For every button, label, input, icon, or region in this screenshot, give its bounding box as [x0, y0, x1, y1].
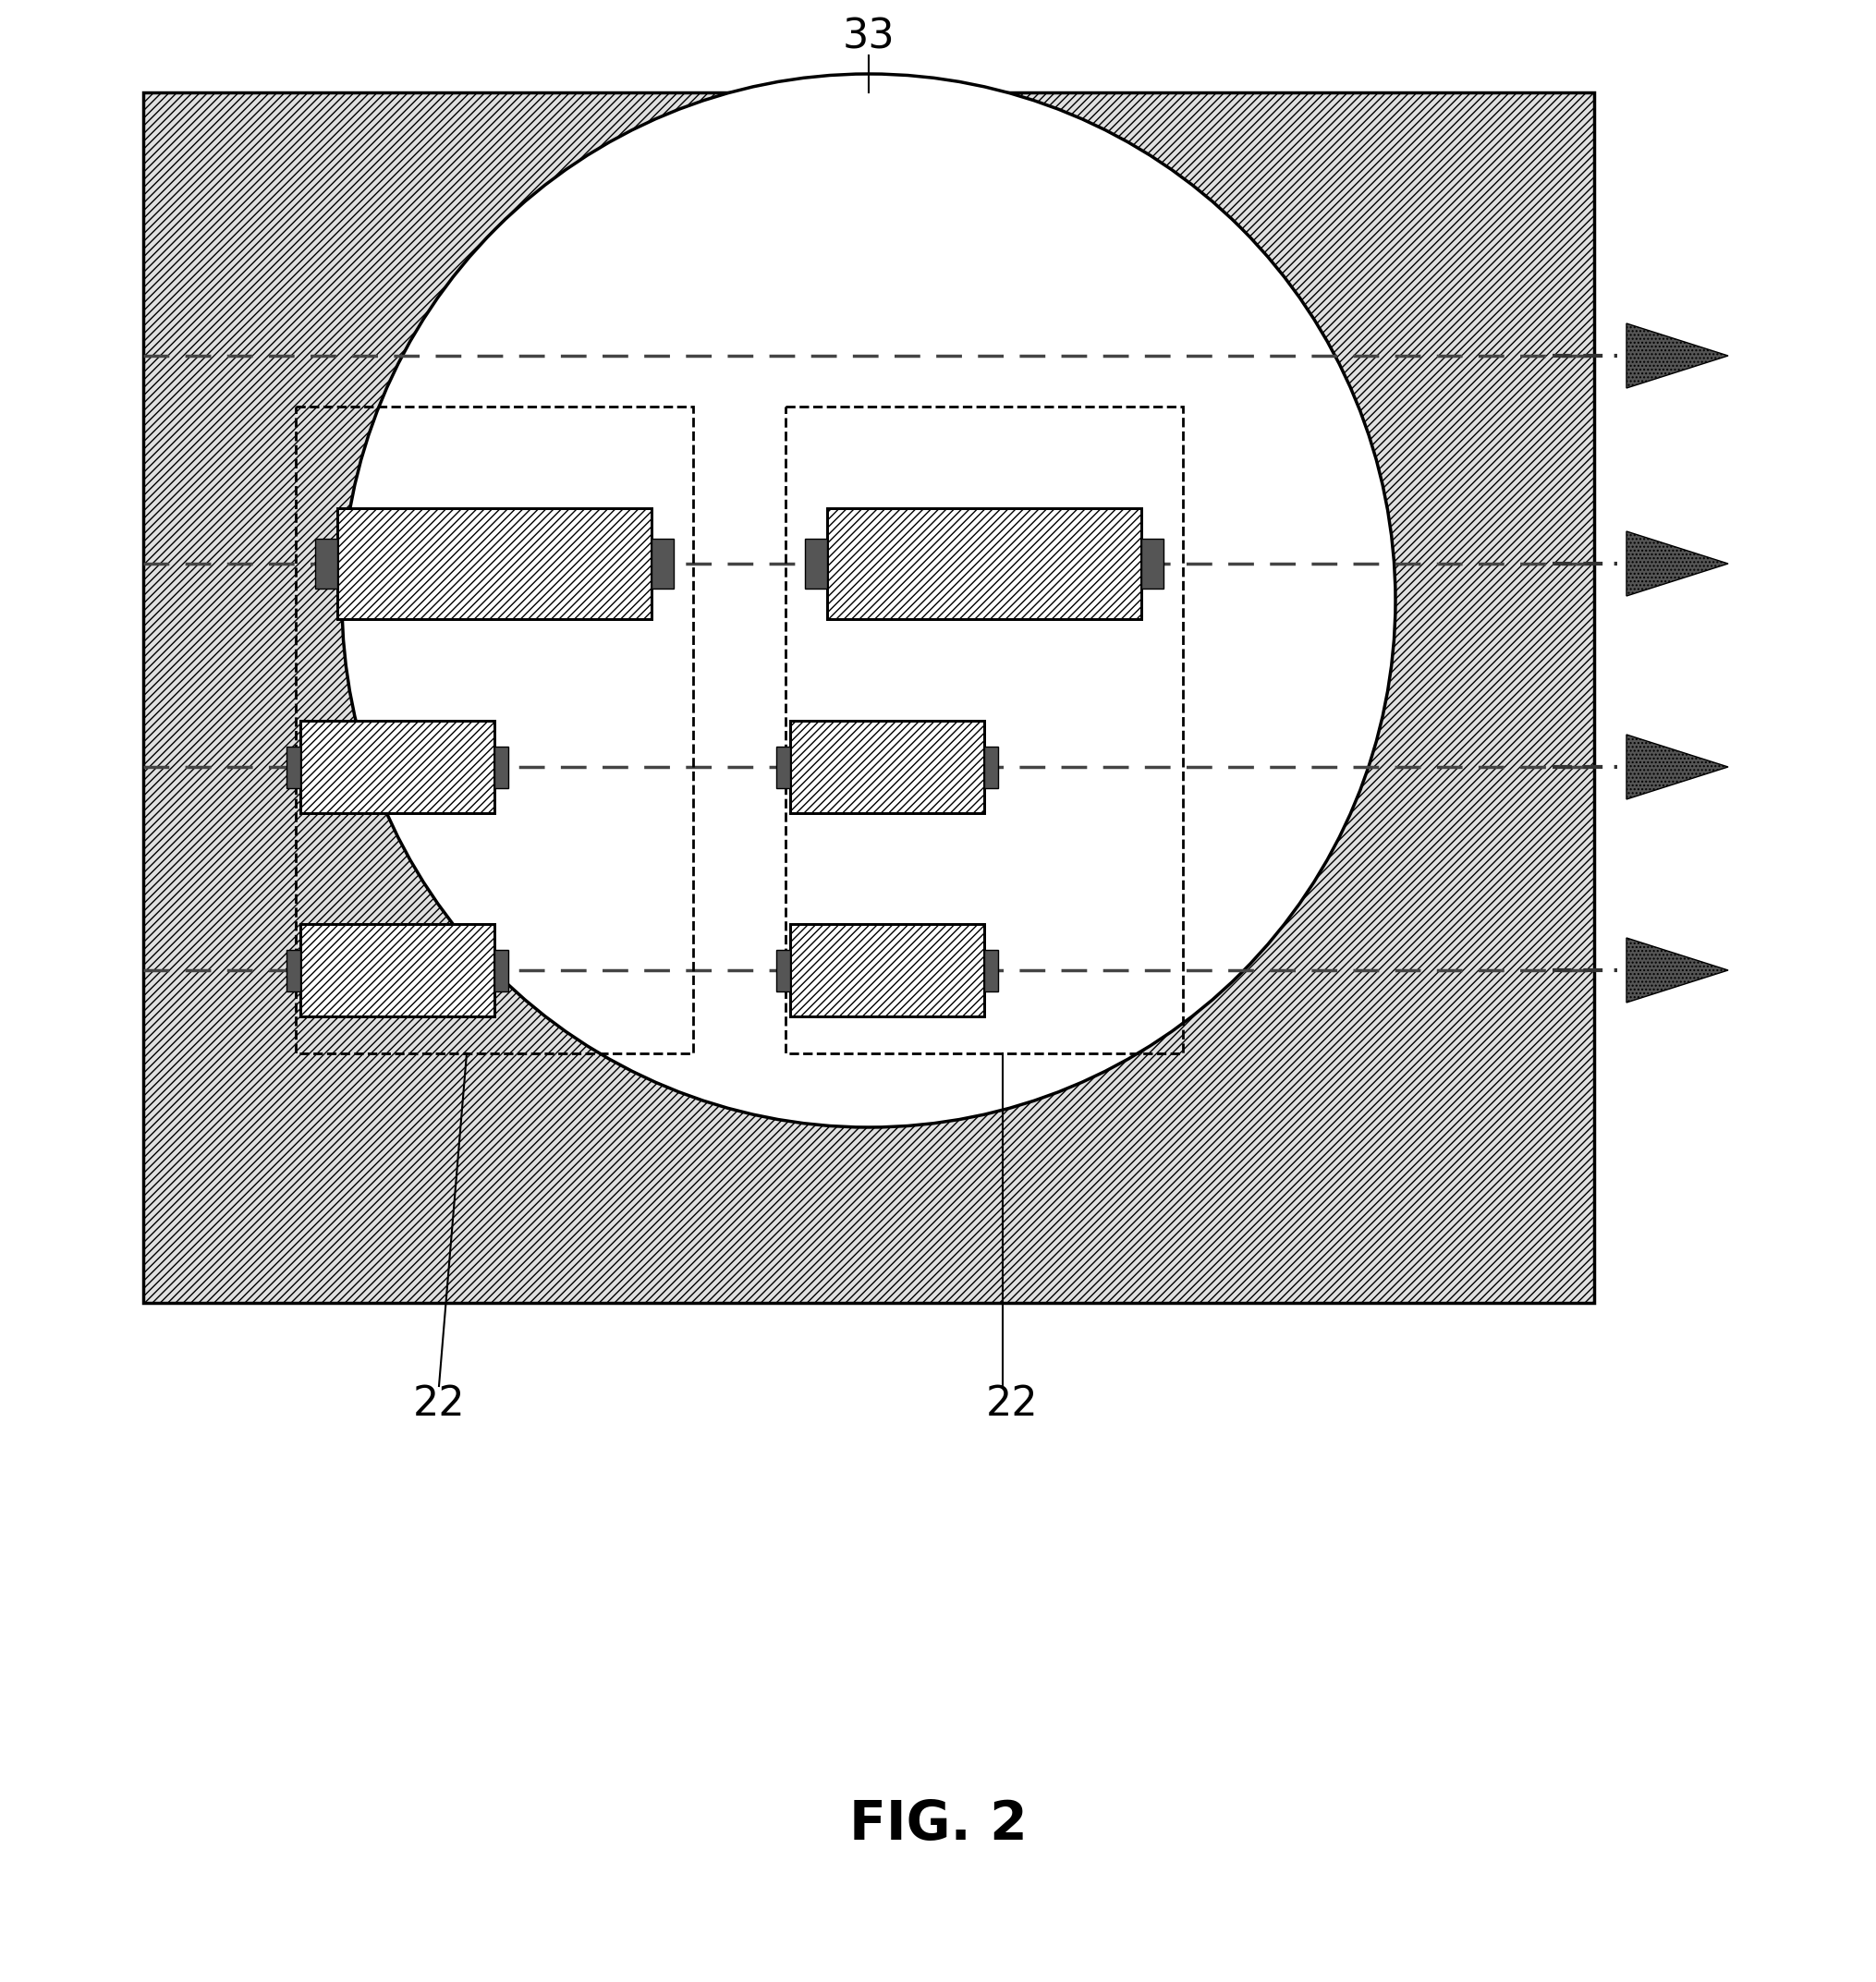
Bar: [827, 507, 1141, 618]
Polygon shape: [1626, 735, 1728, 799]
Bar: [495, 949, 508, 991]
Text: 22: 22: [413, 1385, 465, 1425]
Ellipse shape: [341, 73, 1396, 1128]
Bar: [786, 406, 1184, 1052]
Bar: [651, 539, 673, 589]
Bar: [300, 721, 495, 813]
Bar: [790, 721, 985, 813]
Bar: [790, 721, 985, 813]
Bar: [985, 949, 998, 991]
Bar: [287, 949, 300, 991]
Bar: [315, 539, 338, 589]
Bar: [827, 507, 1141, 618]
Bar: [495, 745, 508, 787]
Bar: [143, 93, 1595, 1302]
Bar: [777, 745, 790, 787]
Bar: [287, 745, 300, 787]
Polygon shape: [1626, 323, 1728, 388]
Polygon shape: [1626, 531, 1728, 597]
Text: 22: 22: [985, 1385, 1037, 1425]
Bar: [338, 507, 651, 618]
Polygon shape: [1626, 937, 1728, 1003]
Bar: [790, 924, 985, 1017]
Bar: [296, 406, 692, 1052]
Bar: [300, 924, 495, 1017]
Bar: [1141, 539, 1163, 589]
Bar: [300, 721, 495, 813]
Bar: [790, 924, 985, 1017]
Bar: [338, 507, 651, 618]
Bar: [777, 949, 790, 991]
Text: FIG. 2: FIG. 2: [850, 1798, 1026, 1851]
Text: 33: 33: [842, 18, 895, 57]
Bar: [985, 745, 998, 787]
Bar: [805, 539, 827, 589]
Bar: [300, 924, 495, 1017]
